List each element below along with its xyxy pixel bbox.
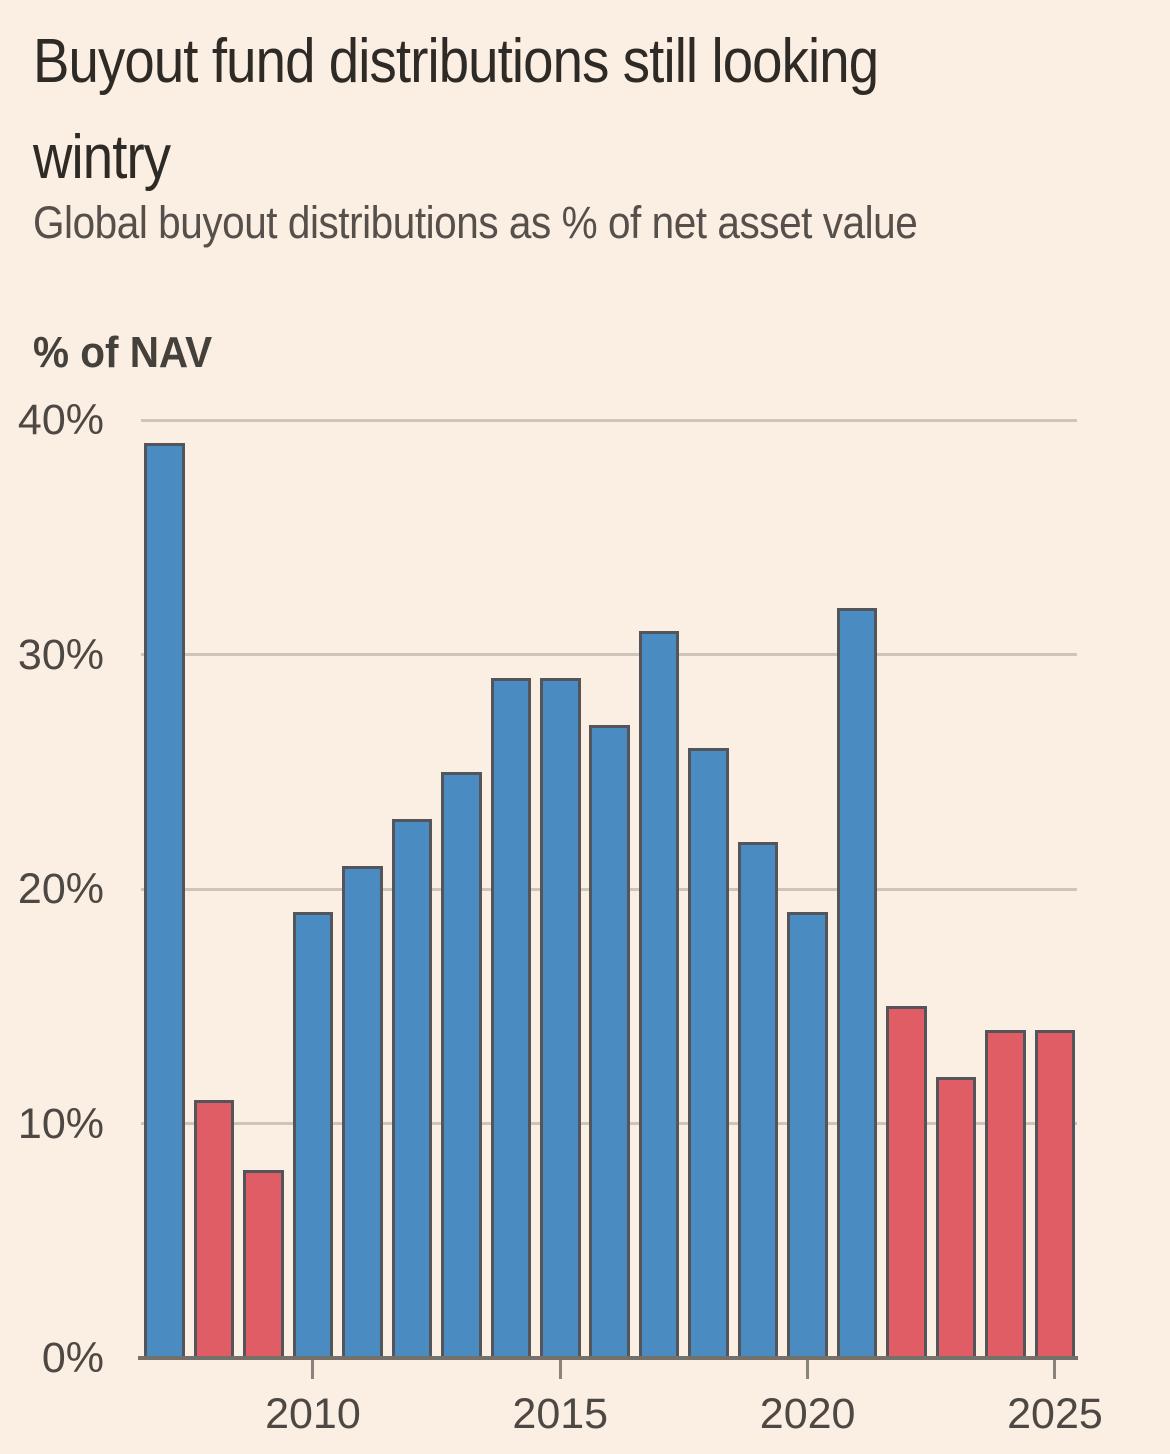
bar-2020 [787, 912, 828, 1358]
x-tick-label-2020: 2020 [759, 1390, 856, 1438]
x-axis-tick-labels: 2010 2015 2020 2025 [140, 1390, 1103, 1450]
bar-2015 [540, 677, 581, 1358]
bar-2021 [836, 607, 878, 1358]
bar-2016 [589, 724, 630, 1358]
bar-2025 [1034, 1029, 1076, 1358]
y-tick-label-10: 10% [17, 1099, 104, 1148]
bar-2023 [935, 1076, 977, 1358]
bar-2019 [737, 842, 779, 1358]
y-tick-label-40: 40% [17, 396, 104, 444]
x-tick-label-2015: 2015 [512, 1390, 609, 1438]
bar-2013 [441, 771, 482, 1358]
bar-2024 [985, 1029, 1026, 1358]
bar-2009 [243, 1170, 284, 1358]
bar-2012 [391, 818, 433, 1358]
bar-2011 [342, 865, 383, 1358]
bar-2018 [688, 748, 729, 1358]
x-axis-line [138, 1356, 1078, 1360]
bar-2010 [292, 912, 334, 1358]
chart-title-line-1: Buyout fund distributions still looking [33, 27, 879, 96]
x-tick-2020 [806, 1360, 810, 1379]
y-tick-label-20: 20% [17, 865, 104, 913]
gridline-40 [141, 418, 1077, 422]
chart-title: Buyout fund distributions still looking w… [33, 14, 879, 206]
bar-2014 [490, 677, 532, 1358]
x-tick-label-2010: 2010 [265, 1390, 361, 1438]
bar-2007 [144, 443, 185, 1358]
y-tick-label-0: 0% [41, 1334, 104, 1382]
bar-2017 [638, 631, 680, 1358]
gridline-30 [141, 653, 1077, 656]
chart-subtitle: Global buyout distributions as % of net … [33, 197, 918, 248]
x-tick-label-2025: 2025 [1007, 1390, 1103, 1438]
y-axis-unit-label: % of NAV [33, 328, 213, 377]
plot-area [138, 418, 1078, 1379]
x-tick-2015 [558, 1360, 562, 1379]
chart-title-line-2: wintry [33, 123, 171, 192]
bar-2022 [886, 1006, 927, 1358]
x-tick-2010 [311, 1360, 315, 1379]
y-tick-label-30: 30% [17, 630, 104, 679]
x-tick-2025 [1053, 1360, 1057, 1379]
y-axis-tick-labels: 40% 30% 20% 10% 0% [0, 0, 104, 1454]
bar-2008 [193, 1100, 235, 1358]
